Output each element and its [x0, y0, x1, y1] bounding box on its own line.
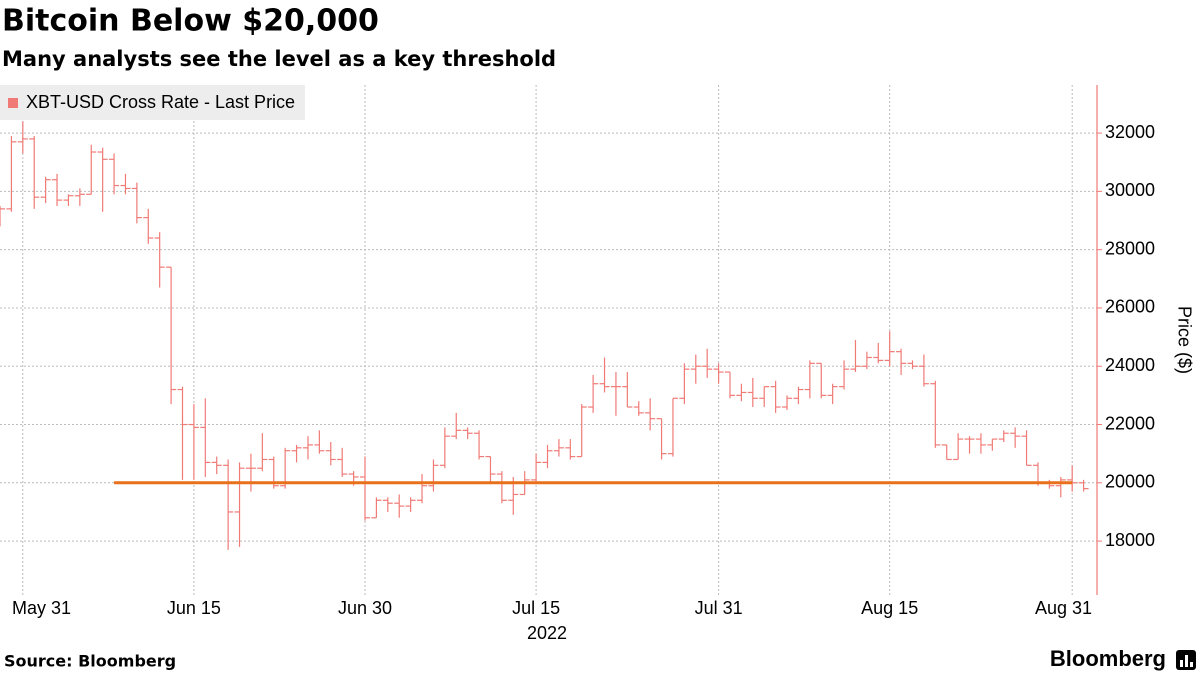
legend-label: XBT-USD Cross Rate - Last Price: [26, 92, 295, 112]
legend-swatch: [8, 98, 18, 108]
y-tick-label: 20000: [1105, 472, 1155, 492]
source: Source: Bloomberg: [4, 652, 176, 671]
x-tick-label: Jul 15: [512, 598, 560, 618]
brand-icon: [1176, 650, 1196, 670]
brand-icon-bar: [1180, 660, 1183, 667]
x-sublabel: 2022: [527, 623, 567, 643]
x-tick-label: Aug 15: [861, 598, 918, 618]
brand-icon-bar: [1185, 655, 1188, 667]
x-tick-label: Jun 30: [338, 598, 392, 618]
x-tick-label: Jun 15: [167, 598, 221, 618]
y-tick-label: 28000: [1105, 238, 1155, 258]
chart-subtitle: Many analysts see the level as a key thr…: [2, 47, 556, 71]
y-tick-label: 26000: [1105, 297, 1155, 317]
legend-box: [0, 85, 305, 120]
chart-title: Bitcoin Below $20,000: [2, 4, 379, 39]
x-tick-label: Aug 31: [1035, 598, 1092, 618]
brand: Bloomberg: [1050, 646, 1166, 671]
ohlc-series: [0, 121, 1089, 550]
y-tick-label: 32000: [1105, 122, 1155, 142]
brand-icon-bar: [1190, 662, 1193, 667]
y-tick-label: 24000: [1105, 355, 1155, 375]
x-tick-label: May 31: [12, 598, 71, 618]
y-axis-label: Price ($): [1174, 306, 1194, 374]
y-tick-label: 22000: [1105, 413, 1155, 433]
x-tick-label: Jul 31: [695, 598, 743, 618]
y-tick-label: 30000: [1105, 180, 1155, 200]
y-tick-label: 18000: [1105, 530, 1155, 550]
